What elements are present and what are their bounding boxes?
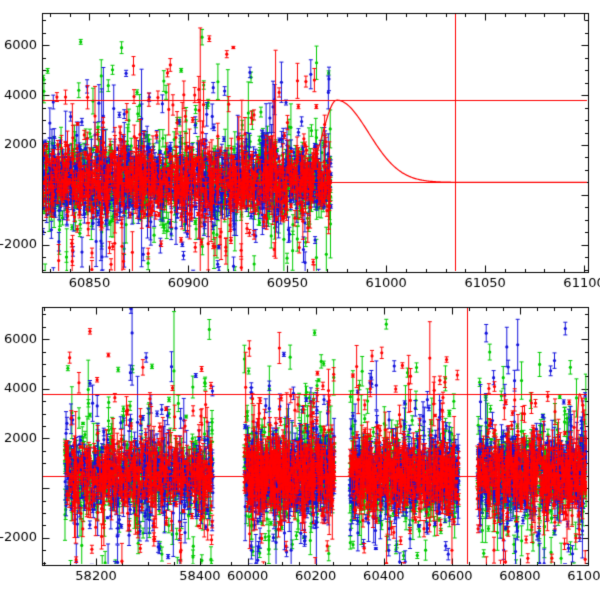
- light-curve-figure: [0, 0, 600, 600]
- light-curve-canvas: [0, 0, 600, 600]
